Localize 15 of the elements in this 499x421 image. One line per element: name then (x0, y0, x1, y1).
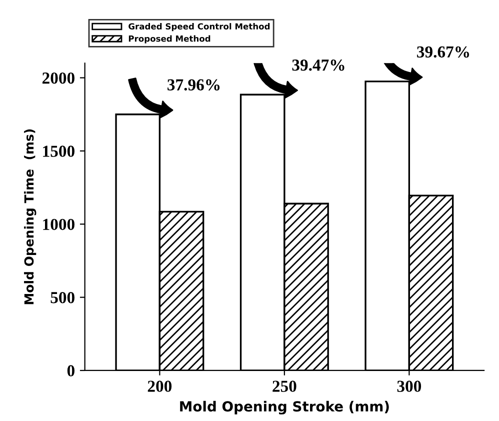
x-tick-label: 250 (272, 380, 296, 392)
annotation: 39.47% (292, 59, 344, 71)
y-tick-label: 2000 (42, 72, 74, 84)
legend-label: Proposed Method (128, 35, 210, 44)
text: 39.67% (417, 46, 470, 58)
legend-label: Graded Speed Control Method (128, 23, 270, 32)
x-tick-label: 300 (397, 380, 422, 392)
x-axis-title: Mold Opening Stroke (mm) (180, 400, 389, 414)
y-tick-label: 500 (50, 292, 74, 304)
y-tick-label: 1500 (43, 146, 74, 157)
annotation: 37.96% (168, 79, 220, 91)
y-axis-title: Mold Opening Time (ms) (24, 129, 36, 304)
x-tick-label: 200 (148, 380, 172, 392)
y-tick-label: 1000 (43, 218, 74, 230)
y-tick-label: 0 (67, 365, 74, 376)
